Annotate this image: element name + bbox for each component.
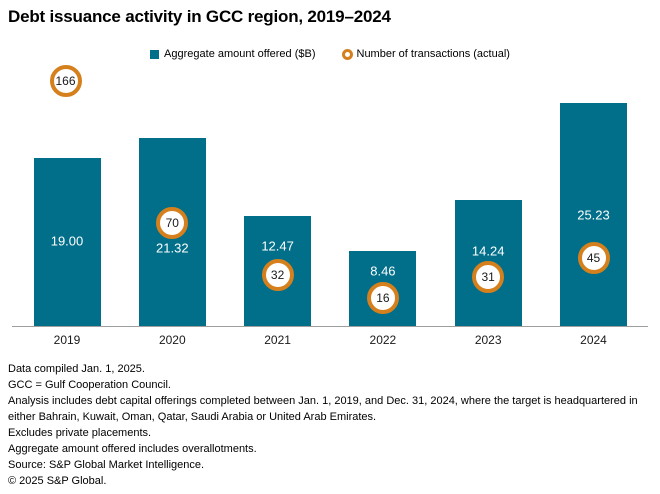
bar-value-label: 12.47 (261, 238, 294, 254)
transaction-count-badge: 166 (49, 65, 82, 97)
bar-2024 (560, 103, 627, 326)
footnote-line: Data compiled Jan. 1, 2025. (8, 363, 145, 375)
footnote-line: Aggregate amount offered includes overal… (8, 443, 257, 455)
footnote-line: GCC = Gulf Cooperation Council. (8, 379, 171, 391)
bar-value-label: 21.32 (156, 240, 189, 256)
chart-title: Debt issuance activity in GCC region, 20… (8, 7, 391, 26)
bar-value-label: 14.24 (471, 243, 505, 259)
bar-2019 (33, 158, 101, 326)
legend-item-amount: Aggregate amount offered ($B) (150, 48, 316, 60)
bar-chart-plot: 19.00 166 2019 21.32 70 2020 12.47 32 2021 8.46 16… (12, 65, 648, 347)
x-axis-label: 2021 (264, 333, 291, 347)
legend-amount-label: Aggregate amount offered ($B) (164, 48, 316, 60)
x-axis-label: 2022 (369, 333, 397, 347)
bar-value-label: 25.23 (577, 207, 610, 223)
chart-legend: Aggregate amount offered ($B) Number of … (0, 46, 660, 62)
x-axis-label: 2020 (158, 333, 186, 347)
x-axis-line (12, 326, 648, 327)
transaction-count-badge: 45 (577, 242, 610, 274)
legend-item-transactions: Number of transactions (actual) (341, 48, 510, 60)
footnote-line: © 2025 S&P Global. (8, 475, 107, 487)
x-axis-label: 2023 (474, 333, 502, 347)
legend-transactions-label: Number of transactions (actual) (356, 48, 510, 60)
transaction-count-badge: 70 (156, 207, 189, 239)
legend-square-icon (150, 49, 160, 59)
x-axis-label: 2024 (580, 333, 607, 347)
x-axis-label: 2019 (53, 333, 81, 347)
footnote-line: Analysis includes debt capital offerings… (8, 395, 638, 423)
transaction-count-badge: 31 (472, 261, 505, 293)
bar-value-label: 19.00 (50, 233, 84, 249)
footnote-line: Excludes private placements. (8, 427, 152, 439)
transaction-count-badge: 16 (366, 282, 399, 314)
footnotes: Data compiled Jan. 1, 2025. GCC = Gulf Co… (8, 361, 653, 489)
legend-circle-icon (341, 48, 353, 60)
footnote-line: Source: S&P Global Market Intelligence. (8, 459, 205, 471)
transaction-count-badge: 32 (261, 259, 294, 291)
bar-value-label: 8.46 (370, 263, 396, 279)
